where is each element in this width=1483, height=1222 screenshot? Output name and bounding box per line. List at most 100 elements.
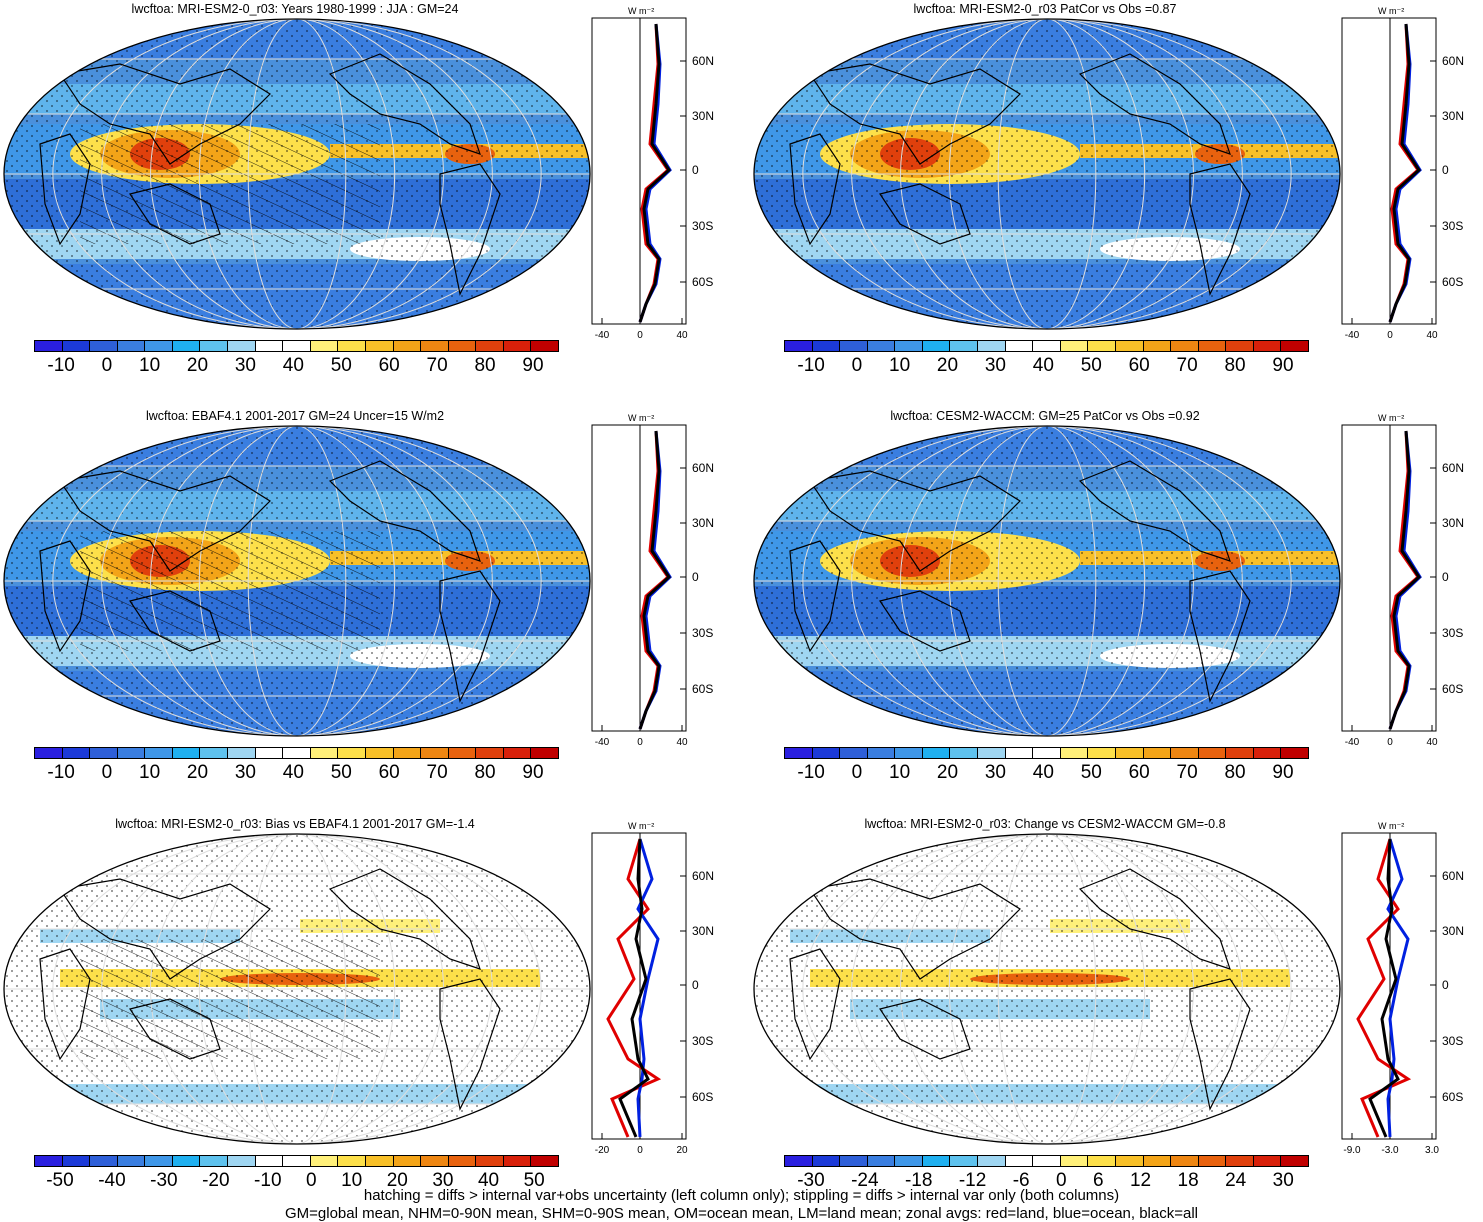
colorbar-tick-label: -6 [1012,1170,1030,1191]
colorbar-tick-label: 60 [378,355,400,376]
colorbar-tick-label: 30 [432,1170,454,1191]
colorbar-tick-label: 20 [186,762,209,783]
zonal-unit-label: W m⁻² [628,821,654,831]
colorbar-tick-label: -24 [851,1170,879,1191]
latitude-label: 30N [1442,516,1464,530]
colorbar-tick-label: 70 [1176,762,1198,783]
zonal-mean-plot: W m⁻² 60N 30N 0 30S 60S -40 0 40 [591,413,714,748]
world-map [753,18,1341,330]
zonal-unit-label: W m⁻² [628,413,654,423]
colorbar-tick-label: 80 [1224,762,1246,783]
colorbar-labels: -30 -24 -18 -12 -6 0 6 12 18 24 30 [784,1170,1307,1192]
latitude-label: 0 [692,978,699,992]
colorbar-tick-label: 90 [1272,355,1294,376]
zonal-x-tick-label: -3.0 [1381,1145,1399,1156]
world-map [3,18,591,330]
zonal-x-tick-label: 0 [1387,330,1393,341]
colorbar-tick-label: 10 [889,355,911,376]
latitude-label: 60N [692,869,714,883]
colorbar-tick-label: 30 [1272,1170,1294,1191]
latitude-label: 60N [692,461,714,475]
zonal-x-tick-label: 40 [1426,737,1438,748]
latitude-label: 30N [692,109,714,123]
colorbar-tick-label: 60 [1128,355,1150,376]
figure-panel: lwcftoa: MRI-ESM2-0_r03: Years 1980-1999… [0,0,740,400]
zonal-mean-plot: W m⁻² 60N 30N 0 30S 60S -40 0 40 [1341,6,1464,341]
colorbar-tick-label: 30 [984,355,1006,376]
colorbar-tick-label: 0 [306,1170,317,1191]
colorbar [34,747,559,759]
colorbar-tick-label: 20 [936,762,959,783]
colorbar-labels: -10 0 10 20 30 40 50 60 70 80 90 [784,355,1307,377]
colorbar-tick-label: 40 [282,762,304,783]
latitude-label: 60N [1442,461,1464,475]
zonal-x-tick-label: 0 [637,1145,643,1156]
panel-title: lwcftoa: MRI-ESM2-0_r03: Change vs CESM2… [864,817,1226,831]
zonal-x-tick-label: 40 [676,330,688,341]
latitude-label: 60S [1442,275,1463,289]
colorbar-labels: -50 -40 -30 -20 -10 0 10 20 30 40 50 [34,1170,557,1192]
colorbar-tick-label: 90 [522,762,544,783]
panel-title: lwcftoa: EBAF4.1 2001-2017 GM=24 Uncer=1… [145,409,445,423]
colorbar-tick-label: 0 [101,355,113,376]
colorbar-labels: -10 0 10 20 30 40 50 60 70 80 90 [34,355,557,377]
colorbar-tick-label: 60 [378,762,400,783]
zonal-mean-plot: W m⁻² 60N 30N 0 30S 60S -40 0 40 [591,6,714,341]
colorbar-tick-label: 0 [851,355,863,376]
zonal-x-tick-label: 3.0 [1425,1145,1439,1156]
colorbar-tick-label: -10 [797,355,825,376]
colorbar [784,340,1309,352]
colorbar-tick-label: -30 [797,1170,825,1191]
footer-line-1: hatching = diffs > internal var+obs unce… [363,1187,1120,1204]
colorbar-tick-label: -10 [47,355,75,376]
colorbar-tick-label: 40 [477,1170,500,1191]
zonal-x-tick-label: 0 [637,330,643,341]
colorbar-tick-label: 10 [341,1170,363,1191]
colorbar-tick-label: 70 [426,355,448,376]
latitude-label: 30S [1442,219,1463,233]
figure-panel: lwcftoa: EBAF4.1 2001-2017 GM=24 Uncer=1… [0,407,740,807]
colorbar-tick-label: -12 [958,1170,987,1191]
colorbar-tick-label: 40 [1032,762,1054,783]
latitude-label: 60N [692,54,714,68]
colorbar-tick-label: 30 [984,762,1006,783]
world-map [3,425,591,737]
colorbar-tick-label: 18 [1177,1170,1199,1191]
latitude-label: 30N [692,516,714,530]
panel-title: lwcftoa: CESM2-WACCM: GM=25 PatCor vs Ob… [890,409,1200,423]
colorbar-tick-label: 12 [1129,1170,1152,1191]
latitude-label: 60S [692,275,713,289]
latitude-label: 30N [1442,109,1464,123]
figure-panel: lwcftoa: MRI-ESM2-0_r03: Change vs CESM2… [750,815,1483,1215]
colorbar-tick-label: 40 [1032,355,1054,376]
colorbar-tick-label: 80 [1224,355,1246,376]
zonal-x-tick-label: -40 [595,737,610,748]
zonal-mean-plot: W m⁻² 60N 30N 0 30S 60S -9.0 -3.0 3.0 [1341,821,1464,1156]
latitude-label: 30S [1442,1034,1463,1048]
latitude-label: 60S [692,1090,713,1104]
latitude-label: 60S [1442,1090,1463,1104]
latitude-label: 60S [692,682,713,696]
zonal-x-tick-label: -20 [595,1145,610,1156]
colorbar-tick-label: 10 [139,762,161,783]
colorbar [784,747,1309,759]
latitude-label: 30N [1442,924,1464,938]
colorbar-tick-label: 60 [1128,762,1150,783]
panel-title: lwcftoa: MRI-ESM2-0_r03: Bias vs EBAF4.1… [115,817,475,831]
colorbar-tick-label: 50 [1080,762,1102,783]
colorbar-tick-label: 30 [234,355,256,376]
colorbar-tick-label: 0 [101,762,113,783]
colorbar-tick-label: -30 [150,1170,178,1191]
zonal-unit-label: W m⁻² [1378,6,1404,16]
zonal-mean-plot: W m⁻² 60N 30N 0 30S 60S -20 0 20 [591,821,714,1156]
colorbar-tick-label: 0 [1056,1170,1067,1191]
colorbar-labels: -10 0 10 20 30 40 50 60 70 80 90 [784,762,1307,784]
latitude-label: 0 [1442,163,1449,177]
figure-panel: lwcftoa: CESM2-WACCM: GM=25 PatCor vs Ob… [750,407,1483,807]
colorbar-tick-label: -40 [98,1170,126,1191]
colorbar-tick-label: 50 [330,762,352,783]
colorbar-tick-label: -10 [47,762,75,783]
zonal-mean-plot: W m⁻² 60N 30N 0 30S 60S -40 0 40 [1341,413,1464,748]
zonal-curve [1386,838,1410,1138]
latitude-label: 0 [692,163,699,177]
